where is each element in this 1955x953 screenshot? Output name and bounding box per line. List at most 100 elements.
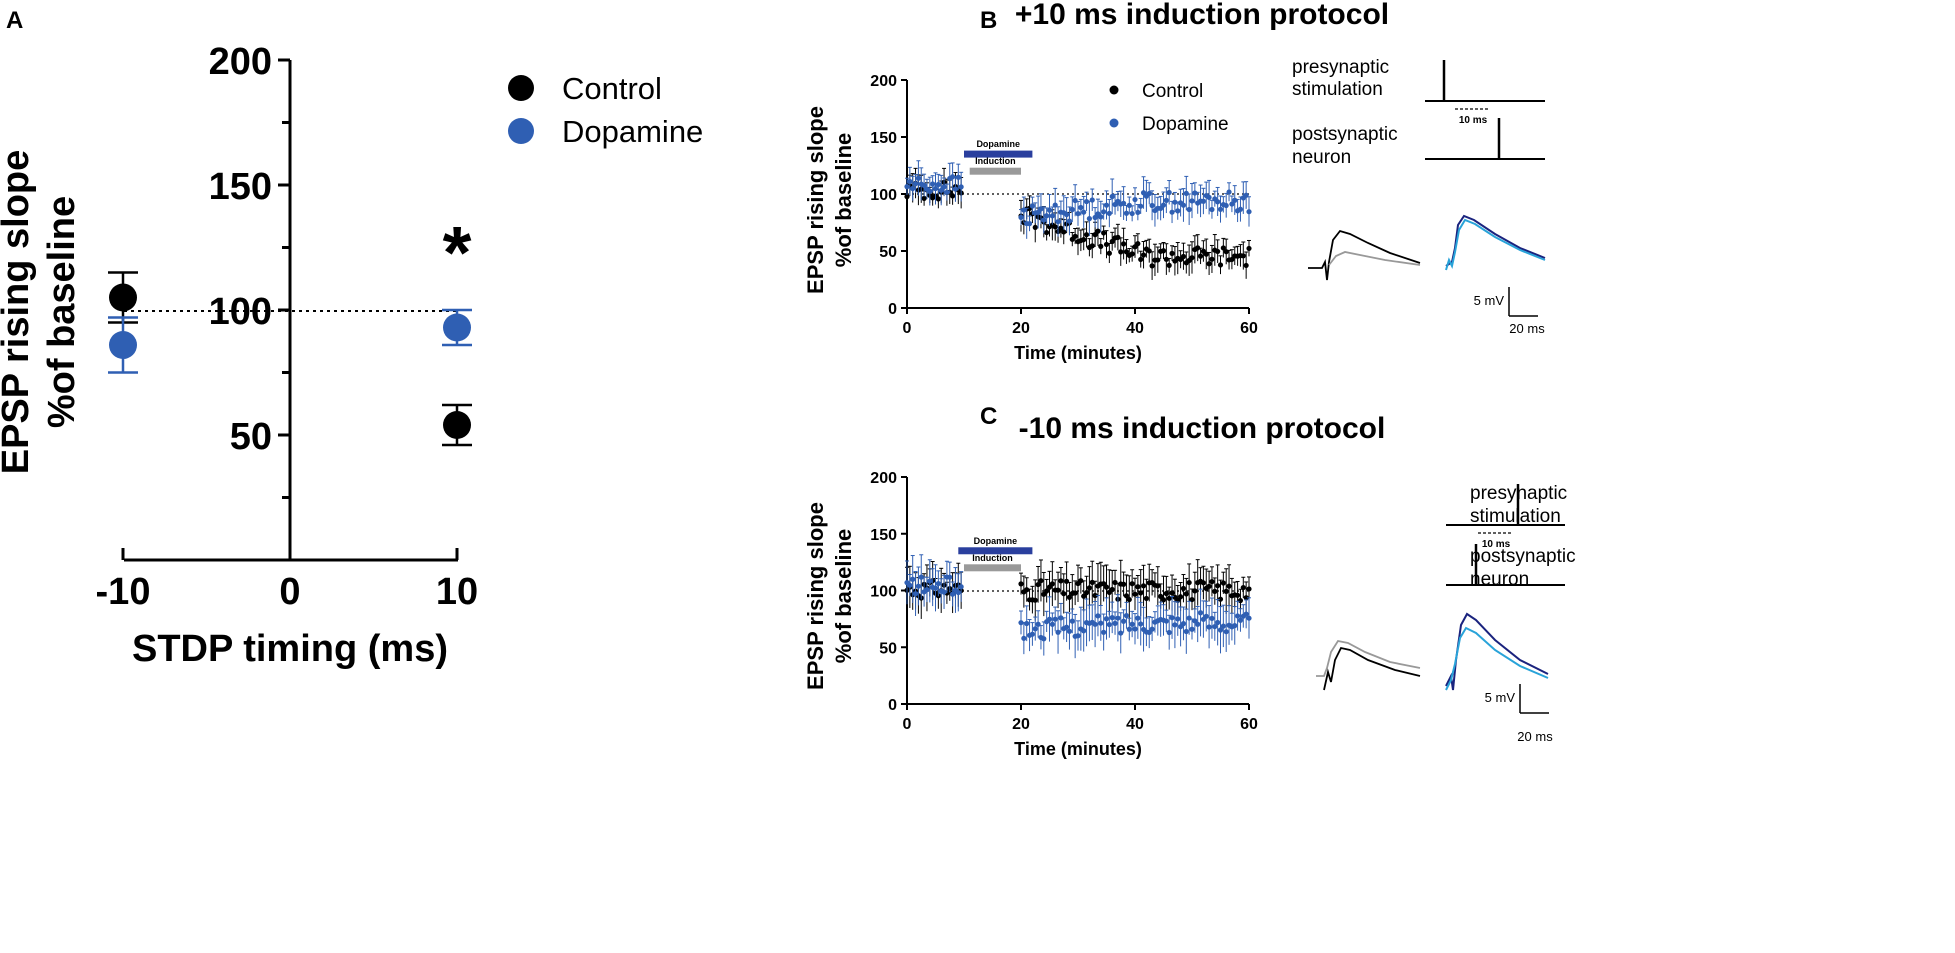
panel-c-induction-bar-label: Induction (972, 553, 1013, 563)
panel-c-point-dopamine (1237, 617, 1244, 623)
panel-b-pre-label-1: presynaptic (1292, 57, 1389, 78)
panel-b-point-control (1061, 229, 1067, 235)
panel-c-protocol-diagram: presynaptic stimulation 10 ms postsynapt… (1446, 483, 1576, 590)
panel-c-point-dopamine (1046, 616, 1053, 622)
panel-b-point-dopamine (1101, 209, 1107, 215)
panel-c-y-tick-label: 100 (870, 584, 897, 601)
panel-b-point-control (1149, 263, 1155, 269)
panel-b-point-dopamine (1055, 219, 1061, 225)
panel-c-point-dopamine (1220, 623, 1226, 629)
panel-b-point-control (1229, 256, 1235, 263)
panel-c-point-control (1092, 592, 1098, 599)
panel-c-point-dopamine (1041, 636, 1047, 642)
panel-b-point-control (1155, 257, 1161, 263)
panel-b-point-dopamine (944, 189, 950, 195)
panel-b-point-dopamine (958, 184, 964, 190)
panel-b-point-control (1215, 248, 1221, 255)
panel-c-point-dopamine (1243, 611, 1249, 617)
panel-b-x-tick-label: 40 (1126, 320, 1144, 337)
panel-b-point-dopamine (1029, 203, 1035, 209)
panel-c-dopamine-bar (958, 547, 1033, 555)
panel-c-point-dopamine (1166, 629, 1172, 636)
panel-c-point-control (1049, 581, 1055, 587)
panel-b-point-dopamine (1086, 216, 1092, 222)
panel-c-point-dopamine (1112, 620, 1118, 626)
panel-b-point-dopamine (1215, 199, 1221, 205)
panel-c-x-label: Time (minutes) (1014, 739, 1142, 759)
panel-b-trace-dopamine-before (1445, 214, 1546, 267)
panel-c-point-control (1018, 581, 1024, 587)
panel-b-point-dopamine (1103, 202, 1110, 208)
panel-c-point-dopamine (912, 591, 919, 597)
panel-b-point-dopamine (1232, 197, 1238, 203)
panel-b-point-control (1101, 230, 1107, 236)
legend-control-marker (508, 75, 534, 101)
panel-b-y-label-line1: EPSP rising slope (803, 106, 828, 294)
panel-b-legend: Control Dopamine (1109, 81, 1229, 135)
panel-c-point-dopamine (1189, 626, 1195, 632)
panel-b-y-tick-label: 200 (870, 73, 897, 90)
panel-c-post-label-2: neuron (1470, 569, 1529, 590)
panel-b-point-dopamine (930, 181, 936, 187)
panel-b-scale-time: 20 ms (1509, 321, 1545, 336)
panel-b-point-dopamine (1026, 221, 1033, 227)
panel-b-point-control (950, 193, 956, 199)
panel-b-trace-control-after (1328, 251, 1421, 266)
panel-c-x-tick-label: 20 (1012, 716, 1030, 733)
panel-b-point-dopamine (1183, 190, 1189, 196)
panel-a-x-label: STDP timing (ms) (132, 628, 448, 670)
panel-a-significance-marker: * (443, 211, 472, 294)
panel-c-induction-bar (964, 564, 1021, 572)
panel-c-point-control (1103, 584, 1110, 590)
panel-b-y-tick-label: 0 (888, 301, 897, 318)
panel-b-point-dopamine (1223, 202, 1229, 209)
panel-label-b: B (980, 7, 997, 34)
panel-c-point-dopamine (924, 587, 930, 593)
panel-c-point-dopamine (1183, 628, 1189, 635)
panel-b-point-dopamine (1106, 210, 1112, 216)
panel-c-point-control (1086, 585, 1092, 591)
panel-c-point-control (1055, 587, 1061, 593)
panel-c-point-dopamine (1118, 630, 1124, 636)
panel-c-point-dopamine (935, 580, 941, 587)
panel-b-legend-dopamine-marker (1109, 118, 1119, 128)
panel-b-point-control (1129, 251, 1135, 257)
panel-c-point-dopamine (1209, 615, 1215, 621)
panel-c-pre-label-2: stimulation (1470, 506, 1561, 527)
panel-c-point-control (1089, 579, 1095, 585)
panel-c-point-control (1126, 596, 1132, 603)
panel-b-point-control (904, 194, 910, 200)
panel-c-point-dopamine (1217, 627, 1224, 633)
panel-c-point-control (1246, 586, 1252, 592)
panel-c-point-dopamine (927, 578, 933, 584)
panel-c-point-dopamine (1192, 618, 1198, 624)
panel-c-interval-label: 10 ms (1482, 539, 1511, 550)
panel-c-point-dopamine (1069, 618, 1075, 624)
panel-b-point-dopamine (1129, 210, 1135, 217)
panel-b-point-control (1089, 243, 1095, 249)
panel-c-x-tick-label: 60 (1240, 716, 1258, 733)
panel-b-point-control (1109, 238, 1115, 245)
panel-b-x-label: Time (minutes) (1014, 343, 1142, 363)
panel-c-point-control (1169, 590, 1175, 596)
panel-c-point-dopamine (1212, 623, 1218, 630)
panel-b-trace-control-before (1308, 229, 1421, 281)
panel-b-point-dopamine (1072, 197, 1078, 204)
panel-c-point-dopamine (1064, 624, 1070, 630)
panel-c-point-dopamine (1195, 621, 1201, 627)
panel-c-point-dopamine (1232, 623, 1238, 629)
panel-c-point-control (1163, 590, 1169, 597)
panel-b-point-dopamine (1038, 206, 1044, 212)
panel-b-point-control (1103, 241, 1110, 248)
panel-c-point-dopamine (1052, 616, 1058, 622)
panel-c-point-control (1101, 581, 1107, 587)
panel-c-point-dopamine (1029, 631, 1035, 637)
panel-c-point-dopamine (1021, 635, 1027, 641)
panel-b-point-control (1209, 256, 1215, 262)
panel-b-point-dopamine (1066, 218, 1073, 224)
panel-b-legend-dopamine-label: Dopamine (1142, 114, 1229, 135)
panel-c-point-control (1138, 590, 1144, 596)
panel-b-title: +10 ms induction protocol (1015, 0, 1389, 31)
panel-b-point-control (1083, 232, 1090, 238)
panel-c-scale-time: 20 ms (1517, 729, 1553, 744)
